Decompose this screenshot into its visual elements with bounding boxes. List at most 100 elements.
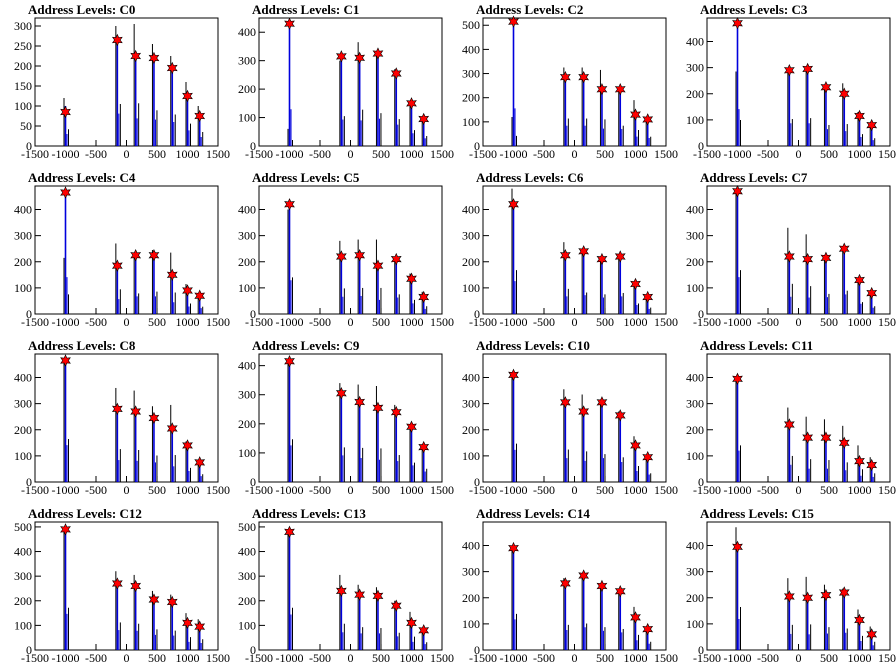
y-tick-label: 0	[250, 139, 256, 153]
x-tick-label: 500	[596, 483, 614, 497]
fit-marker	[130, 49, 142, 63]
chart-panel: Address Levels: C13 0 100 200 300 400 500 -1500…	[224, 504, 454, 672]
chart-panel: Address Levels: C10 0 100 200 300 400 -1500 -10…	[448, 336, 678, 504]
fit-marker	[732, 540, 743, 554]
y-tick-label: 200	[462, 255, 480, 269]
y-tick-label: 200	[14, 594, 32, 608]
fit-marker	[854, 454, 865, 468]
x-tick-label: -500	[85, 147, 107, 161]
fit-marker	[838, 436, 850, 450]
x-tick-label: 1000	[624, 651, 648, 665]
fit-marker	[372, 47, 384, 60]
y-tick-label: 0	[698, 475, 704, 489]
x-tick-label: 1500	[206, 147, 230, 161]
x-tick-label: 0	[348, 147, 354, 161]
fit-marker	[838, 242, 850, 255]
x-tick-label: 1000	[400, 315, 424, 329]
x-tick-label: 1000	[400, 483, 424, 497]
fit-marker	[559, 396, 571, 409]
x-tick-label: 1000	[848, 483, 872, 497]
fit-marker	[820, 80, 832, 94]
fit-marker	[642, 622, 654, 636]
y-tick-label: 100	[14, 99, 32, 113]
y-tick-label: 400	[238, 359, 256, 373]
fit-marker	[578, 245, 590, 258]
plot-frame	[34, 353, 219, 483]
chart-title: Address Levels: C5	[252, 170, 360, 185]
fit-marker	[578, 405, 590, 418]
y-tick-label: 200	[686, 255, 704, 269]
fit-marker	[596, 579, 608, 593]
fit-marker	[390, 67, 402, 80]
x-tick-label: 500	[148, 147, 166, 161]
fit-marker	[508, 368, 519, 382]
y-tick-label: 500	[14, 520, 32, 534]
y-tick-label: 200	[14, 59, 32, 73]
y-tick-label: 300	[686, 61, 704, 75]
fit-marker	[802, 431, 814, 444]
x-tick-label: -1500	[21, 651, 49, 665]
y-tick-label: 200	[686, 591, 704, 605]
fit-marker	[630, 277, 641, 291]
y-tick-label: 300	[462, 229, 480, 243]
fit-marker	[866, 628, 878, 641]
fit-marker	[732, 16, 743, 30]
chart-title: Address Levels: C15	[700, 506, 814, 521]
x-tick-label: -1000	[500, 483, 528, 497]
y-tick-label: 300	[462, 565, 480, 579]
fit-marker	[820, 588, 832, 602]
x-tick-label: 1000	[400, 147, 424, 161]
fit-marker	[166, 268, 178, 282]
chart-panel: Address Levels: C1 0 100 200 300 400 -1500 -100…	[224, 0, 454, 168]
fit-marker	[783, 250, 795, 263]
fit-marker	[866, 286, 878, 300]
x-tick-label: -1500	[245, 483, 273, 497]
chart-panel: Address Levels: C5 0 100 200 300 400 -1500 -100…	[224, 168, 454, 336]
y-tick-label: 200	[238, 82, 256, 96]
chart-title: Address Levels: C12	[28, 506, 142, 521]
fit-marker	[559, 577, 571, 590]
x-tick-label: -500	[757, 147, 779, 161]
fit-marker	[335, 50, 347, 63]
fit-marker	[854, 273, 865, 287]
fit-marker	[354, 588, 366, 601]
y-tick-label: 400	[238, 545, 256, 559]
fit-marker	[372, 401, 384, 415]
fit-marker	[642, 450, 654, 464]
x-tick-label: -500	[309, 315, 331, 329]
x-tick-label: -1000	[276, 315, 304, 329]
fit-marker	[508, 541, 519, 555]
y-tick-label: 100	[686, 113, 704, 127]
y-tick-label: 300	[462, 397, 480, 411]
fit-marker	[508, 15, 519, 28]
fit-marker	[614, 83, 626, 96]
x-tick-label: -1500	[245, 315, 273, 329]
y-tick-label: 100	[462, 449, 480, 463]
chart-svg: Address Levels: C12 0 100 200 300 400 500 -1500…	[14, 506, 230, 665]
fit-marker	[783, 590, 795, 603]
chart-title: Address Levels: C7	[700, 170, 808, 185]
x-tick-label: 500	[596, 315, 614, 329]
y-tick-label: 100	[462, 115, 480, 129]
x-tick-label: -500	[533, 651, 555, 665]
x-tick-label: 1500	[878, 483, 896, 497]
y-tick-label: 300	[238, 388, 256, 402]
x-tick-label: 0	[124, 315, 130, 329]
fit-marker	[838, 87, 850, 100]
y-tick-label: 300	[238, 54, 256, 68]
chart-svg: Address Levels: C5 0 100 200 300 400 -1500 -100…	[238, 170, 454, 329]
x-tick-label: -500	[85, 315, 107, 329]
x-tick-label: -1500	[693, 315, 721, 329]
x-tick-label: -1500	[693, 651, 721, 665]
x-tick-label: 1500	[430, 315, 454, 329]
chart-title: Address Levels: C13	[252, 506, 366, 521]
y-tick-label: 0	[698, 307, 704, 321]
fit-marker	[194, 289, 206, 302]
y-tick-label: 400	[14, 203, 32, 217]
x-tick-label: -500	[533, 147, 555, 161]
x-tick-label: -1000	[724, 651, 752, 665]
fit-marker	[614, 409, 626, 422]
fit-marker	[194, 456, 206, 469]
y-tick-label: 200	[238, 255, 256, 269]
